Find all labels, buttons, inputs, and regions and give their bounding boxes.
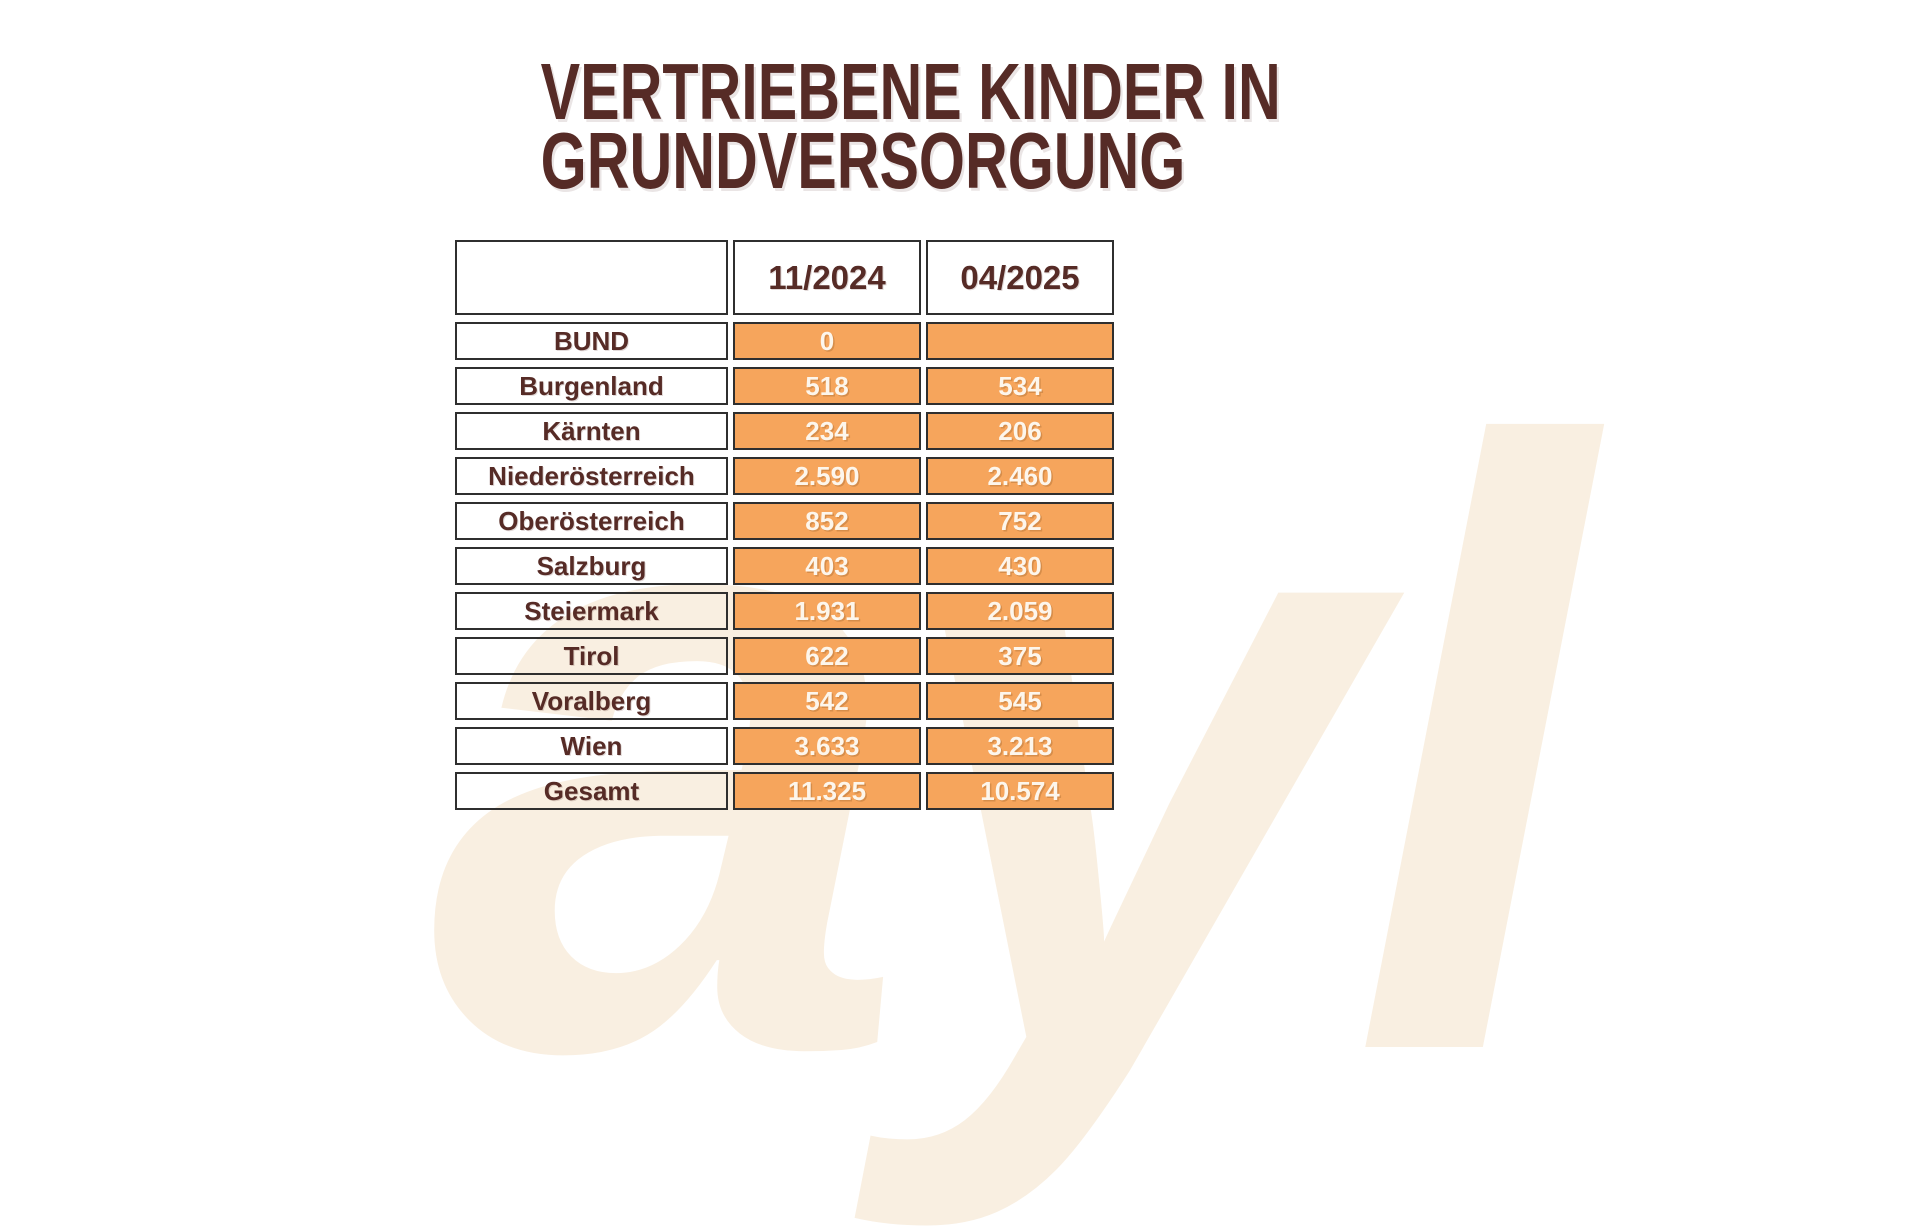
value-04-2025: 2.059 — [926, 592, 1114, 630]
row-label: Salzburg — [455, 547, 728, 585]
row-label: Tirol — [455, 637, 728, 675]
row-label: Burgenland — [455, 367, 728, 405]
value-11-2024: 542 — [733, 682, 921, 720]
value-11-2024: 852 — [733, 502, 921, 540]
value-04-2025: 10.574 — [926, 772, 1114, 810]
header-col-11-2024: 11/2024 — [733, 240, 921, 315]
value-11-2024: 0 — [733, 322, 921, 360]
value-04-2025: 375 — [926, 637, 1114, 675]
value-04-2025: 752 — [926, 502, 1114, 540]
value-11-2024: 518 — [733, 367, 921, 405]
row-label: Oberösterreich — [455, 502, 728, 540]
value-04-2025: 3.213 — [926, 727, 1114, 765]
row-label: Gesamt — [455, 772, 728, 810]
value-04-2025: 545 — [926, 682, 1114, 720]
title-line-2: GRUNDVERSORGUNG — [540, 115, 1186, 205]
row-label: Wien — [455, 727, 728, 765]
header-col-04-2025: 04/2025 — [926, 240, 1114, 315]
row-label: Steiermark — [455, 592, 728, 630]
grundversorgung-table: 11/2024 04/2025 BUND 0 Burgenland 518 53… — [455, 240, 1114, 810]
value-11-2024: 3.633 — [733, 727, 921, 765]
value-04-2025: 534 — [926, 367, 1114, 405]
value-04-2025: 2.460 — [926, 457, 1114, 495]
row-label: Voralberg — [455, 682, 728, 720]
value-11-2024: 1.931 — [733, 592, 921, 630]
value-04-2025: 206 — [926, 412, 1114, 450]
row-label: Kärnten — [455, 412, 728, 450]
row-label: Niederösterreich — [455, 457, 728, 495]
value-04-2025: 430 — [926, 547, 1114, 585]
value-11-2024: 234 — [733, 412, 921, 450]
value-11-2024: 11.325 — [733, 772, 921, 810]
value-04-2025 — [926, 322, 1114, 360]
header-empty-cell — [455, 240, 728, 315]
row-label: BUND — [455, 322, 728, 360]
value-11-2024: 622 — [733, 637, 921, 675]
value-11-2024: 2.590 — [733, 457, 921, 495]
value-11-2024: 403 — [733, 547, 921, 585]
page-title: VERTRIEBENE KINDER IN GRUNDVERSORGUNG — [540, 52, 1281, 205]
